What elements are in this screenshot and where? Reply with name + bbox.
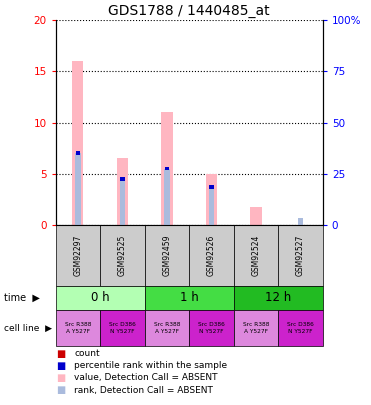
Text: GSM92527: GSM92527 xyxy=(296,234,305,276)
Bar xyxy=(145,286,234,310)
Text: value, Detection Call = ABSENT: value, Detection Call = ABSENT xyxy=(74,373,218,382)
Text: ■: ■ xyxy=(56,361,65,371)
Bar xyxy=(120,179,125,225)
Bar xyxy=(278,310,323,346)
Text: GSM92459: GSM92459 xyxy=(162,234,171,276)
Text: percentile rank within the sample: percentile rank within the sample xyxy=(74,361,227,370)
Text: Src R388
A Y527F: Src R388 A Y527F xyxy=(243,322,269,334)
Bar xyxy=(100,225,145,286)
Bar xyxy=(145,310,189,346)
Text: ■: ■ xyxy=(56,373,65,383)
Text: ■: ■ xyxy=(56,349,65,358)
Text: time  ▶: time ▶ xyxy=(4,293,40,303)
Bar xyxy=(161,112,173,225)
Bar xyxy=(234,225,278,286)
Text: ■: ■ xyxy=(56,385,65,395)
Bar xyxy=(117,158,128,225)
Bar xyxy=(164,168,170,225)
Text: 0 h: 0 h xyxy=(91,291,109,304)
Bar xyxy=(209,187,214,225)
Text: GSM92525: GSM92525 xyxy=(118,234,127,276)
Bar xyxy=(120,177,125,181)
Text: rank, Detection Call = ABSENT: rank, Detection Call = ABSENT xyxy=(74,386,213,394)
Bar xyxy=(209,185,214,189)
Text: GSM92526: GSM92526 xyxy=(207,234,216,276)
Bar xyxy=(145,225,189,286)
Bar xyxy=(165,167,169,171)
Bar xyxy=(100,310,145,346)
Bar xyxy=(234,310,278,346)
Text: count: count xyxy=(74,349,100,358)
Bar xyxy=(298,217,303,225)
Bar xyxy=(234,286,323,310)
Bar xyxy=(56,286,145,310)
Text: Src D386
N Y527F: Src D386 N Y527F xyxy=(198,322,225,334)
Text: cell line  ▶: cell line ▶ xyxy=(4,324,52,333)
Text: GSM92524: GSM92524 xyxy=(252,234,260,276)
Text: Src R388
A Y527F: Src R388 A Y527F xyxy=(154,322,180,334)
Bar xyxy=(56,225,100,286)
Text: 12 h: 12 h xyxy=(265,291,291,304)
Text: Src D386
N Y527F: Src D386 N Y527F xyxy=(287,322,314,334)
Text: GSM92297: GSM92297 xyxy=(73,234,82,276)
Bar xyxy=(56,310,100,346)
Bar xyxy=(206,174,217,225)
Bar xyxy=(189,225,234,286)
Bar xyxy=(189,310,234,346)
Title: GDS1788 / 1440485_at: GDS1788 / 1440485_at xyxy=(108,4,270,18)
Bar xyxy=(76,151,80,155)
Bar xyxy=(250,207,262,225)
Bar xyxy=(72,61,83,225)
Text: Src R388
A Y527F: Src R388 A Y527F xyxy=(65,322,91,334)
Bar xyxy=(278,225,323,286)
Text: 1 h: 1 h xyxy=(180,291,198,304)
Text: Src D386
N Y527F: Src D386 N Y527F xyxy=(109,322,136,334)
Bar xyxy=(75,153,81,225)
